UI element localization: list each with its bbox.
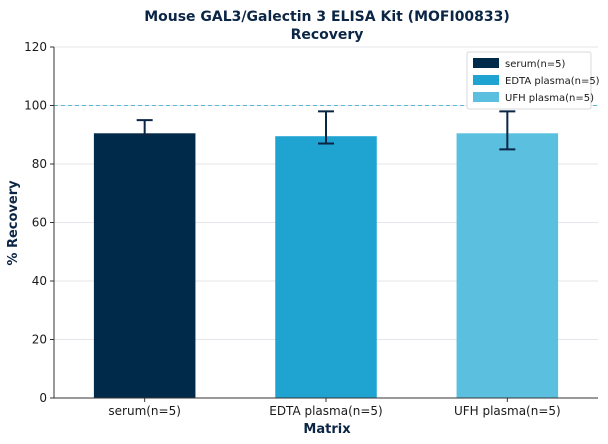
chart-title-line-2: Recovery <box>291 27 364 43</box>
legend-swatch <box>473 75 499 85</box>
bar <box>93 133 196 398</box>
chart-title-line-1: Mouse GAL3/Galectin 3 ELISA Kit (MOFI008… <box>144 9 510 25</box>
y-tick-label: 40 <box>32 274 47 288</box>
legend-swatch <box>473 92 499 102</box>
y-tick-label: 100 <box>24 99 47 113</box>
x-tick-label: EDTA plasma(n=5) <box>269 404 383 418</box>
x-tick-label: UFH plasma(n=5) <box>454 404 561 418</box>
error-bars <box>136 110 516 151</box>
legend-label: UFH plasma(n=5) <box>505 93 594 104</box>
y-tick-label: 60 <box>32 216 47 230</box>
x-axis-label: Matrix <box>303 422 351 437</box>
legend: serum(n=5) EDTA plasma(n=5) UFH plasma(n=5… <box>466 51 600 110</box>
legend-label: serum(n=5) <box>505 59 566 70</box>
y-tick-label: 120 <box>24 40 47 54</box>
bar <box>275 136 377 398</box>
legend-swatch <box>473 58 499 68</box>
legend-label: EDTA plasma(n=5) <box>505 76 600 87</box>
y-ticks: 0 20 40 60 80 100 120 <box>24 40 54 405</box>
bars <box>93 133 559 398</box>
y-tick-label: 0 <box>39 391 47 405</box>
x-ticks: serum(n=5) EDTA plasma(n=5) UFH plasma(n=5… <box>108 398 561 418</box>
y-tick-label: 80 <box>32 157 47 171</box>
bar <box>456 133 559 398</box>
x-tick-label: serum(n=5) <box>108 404 181 418</box>
y-axis-label: % Recovery <box>6 180 21 266</box>
y-tick-label: 20 <box>32 333 47 347</box>
